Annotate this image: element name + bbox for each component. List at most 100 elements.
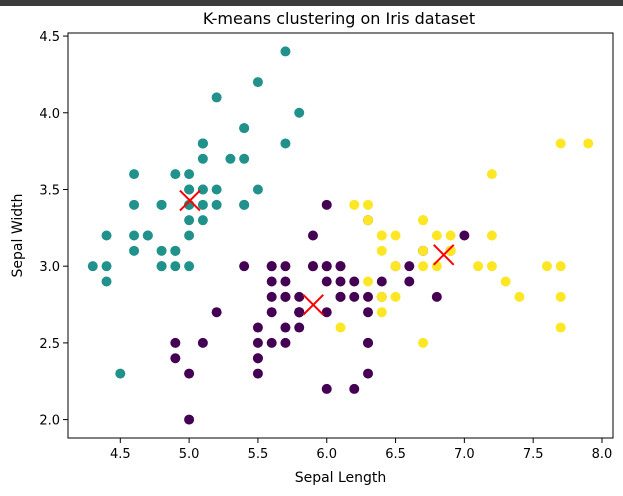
y-tick-label: 3.5 [39,183,60,198]
data-point-cluster_purple [376,276,387,287]
data-point-cluster_purple [321,383,332,394]
data-point-cluster_teal [239,123,250,134]
data-point-cluster_teal [239,199,250,210]
data-point-cluster_purple [197,337,208,348]
data-point-cluster_purple [335,276,346,287]
data-point-cluster_yellow [376,307,387,318]
data-point-cluster_teal [129,199,140,210]
data-point-cluster_purple [404,276,415,287]
data-point-cluster_purple [349,383,360,394]
data-point-cluster_yellow [445,245,456,256]
y-tick-label: 4.0 [39,107,60,122]
y-tick-label: 2.0 [39,414,60,429]
data-point-cluster_purple [363,337,374,348]
data-point-cluster_teal [211,199,222,210]
data-point-cluster_purple [294,322,305,333]
y-tick-label: 3.0 [39,260,60,275]
data-point-cluster_teal [87,261,98,272]
x-axis-label: Sepal Length [295,470,387,486]
centroid-marker [433,244,455,266]
data-point-cluster_teal [115,368,126,379]
data-point-cluster_purple [280,322,291,333]
x-tick-label: 8.0 [592,447,613,462]
data-point-cluster_teal [101,261,112,272]
plot-area [67,32,614,439]
data-point-cluster_teal [142,230,153,241]
data-point-cluster_yellow [390,261,401,272]
centroid-marker [179,189,201,212]
data-point-cluster_yellow [583,138,594,149]
data-point-cluster_teal [184,184,195,195]
data-point-cluster_purple [321,199,332,210]
x-tick-label: 4.5 [110,447,131,462]
data-point-cluster_purple [266,261,277,272]
data-point-cluster_teal [197,199,208,210]
data-point-cluster_purple [349,291,360,302]
y-axis-ticks: 2.0 2.5 3.0 3.5 4.0 4.5 [39,30,68,429]
data-point-cluster_teal [156,261,167,272]
data-point-cluster_yellow [418,337,429,348]
data-point-cluster_yellow [376,245,387,256]
data-point-cluster_yellow [363,215,374,226]
data-point-cluster_teal [184,230,195,241]
data-point-cluster_teal [225,153,236,164]
data-point-cluster_purple [239,261,250,272]
data-point-cluster_yellow [514,291,525,302]
data-point-cluster_teal [129,245,140,256]
x-axis-ticks: 4.5 5.0 5.5 6.0 6.5 7.0 7.5 8.0 [110,438,612,462]
data-point-cluster_yellow [555,138,566,149]
data-point-cluster_purple [404,261,415,272]
data-point-cluster_purple [349,276,360,287]
data-point-cluster_purple [252,337,263,348]
data-point-cluster_purple [335,291,346,302]
data-point-cluster_teal [197,215,208,226]
data-point-cluster_yellow [445,230,456,241]
points-layer [87,46,594,425]
data-point-cluster_teal [170,261,181,272]
data-point-cluster_teal [101,276,112,287]
data-point-cluster_yellow [418,245,429,256]
data-point-cluster_purple [294,291,305,302]
data-point-cluster_teal [197,138,208,149]
data-point-cluster_teal [156,245,167,256]
data-point-cluster_yellow [555,322,566,333]
data-point-cluster_teal [211,92,222,103]
data-point-cluster_purple [321,261,332,272]
data-point-cluster_yellow [376,291,387,302]
data-point-cluster_purple [307,230,318,241]
data-point-cluster_purple [321,307,332,318]
x-tick-label: 7.0 [454,447,475,462]
data-point-cluster_yellow [486,230,497,241]
data-point-cluster_purple [280,337,291,348]
data-point-cluster_teal [184,261,195,272]
x-tick-label: 6.5 [385,447,406,462]
data-point-cluster_purple [431,291,442,302]
data-point-cluster_teal [170,245,181,256]
window-top-bar [0,0,623,6]
data-point-cluster_purple [294,307,305,318]
data-point-cluster_teal [197,184,208,195]
data-point-cluster_purple [252,368,263,379]
data-point-cluster_purple [280,291,291,302]
data-point-cluster_purple [363,368,374,379]
data-point-cluster_purple [266,291,277,302]
data-point-cluster_teal [156,199,167,210]
data-point-cluster_yellow [486,169,497,180]
data-point-cluster_yellow [500,276,511,287]
x-tick-label: 7.5 [523,447,544,462]
data-point-cluster_purple [252,322,263,333]
data-point-cluster_teal [197,153,208,164]
data-point-cluster_teal [184,215,195,226]
data-point-cluster_purple [363,291,374,302]
data-point-cluster_yellow [473,261,484,272]
data-point-cluster_purple [170,337,181,348]
y-tick-label: 2.5 [39,337,60,352]
data-point-cluster_purple [184,368,195,379]
data-point-cluster_teal [252,77,263,88]
data-point-cluster_yellow [418,215,429,226]
data-point-cluster_purple [266,276,277,287]
data-point-cluster_purple [184,414,195,425]
data-point-cluster_yellow [363,199,374,210]
data-point-cluster_yellow [390,291,401,302]
